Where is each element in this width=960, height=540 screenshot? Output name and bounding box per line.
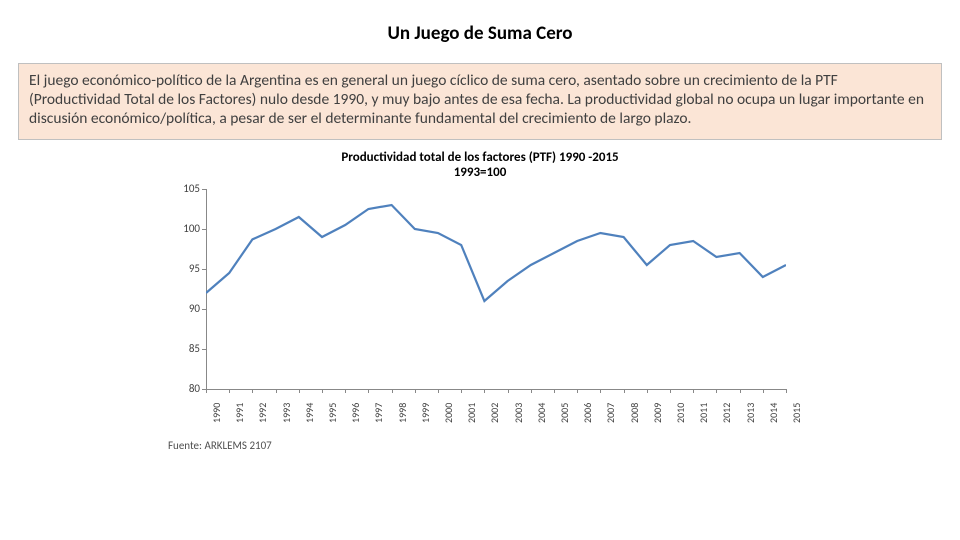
- x-tick: [438, 389, 439, 393]
- x-tick-label: 2008: [628, 403, 641, 423]
- y-tick-label: 105: [160, 182, 200, 195]
- x-tick-label: 2002: [488, 403, 501, 423]
- x-tick-label: 2015: [790, 403, 803, 423]
- x-tick: [647, 389, 648, 393]
- y-tick: [202, 269, 206, 270]
- x-tick: [577, 389, 578, 393]
- x-tick-label: 2011: [697, 403, 710, 423]
- x-tick-label: 2014: [767, 403, 780, 423]
- x-tick-label: 1998: [396, 403, 409, 423]
- chart-source: Fuente: ARKLEMS 2107: [160, 439, 800, 452]
- x-tick: [229, 389, 230, 393]
- y-tick: [202, 189, 206, 190]
- y-tick: [202, 229, 206, 230]
- x-tick-label: 1990: [210, 403, 223, 423]
- x-tick-label: 2001: [465, 403, 478, 423]
- x-tick-label: 1993: [280, 403, 293, 423]
- chart-title: Productividad total de los factores (PTF…: [160, 150, 800, 181]
- x-tick: [345, 389, 346, 393]
- x-tick: [415, 389, 416, 393]
- y-tick-label: 85: [160, 342, 200, 355]
- y-tick-label: 100: [160, 222, 200, 235]
- x-tick-label: 1999: [419, 403, 432, 423]
- x-axis: [206, 389, 786, 390]
- x-tick: [322, 389, 323, 393]
- x-tick-label: 2012: [720, 403, 733, 423]
- slide: Un Juego de Suma Cero El juego económico…: [0, 0, 960, 540]
- x-tick-label: 2013: [744, 403, 757, 423]
- explainer-paragraph: El juego económico-político de la Argent…: [18, 63, 942, 140]
- chart-title-line2: 1993=100: [454, 165, 507, 180]
- line-plot: [206, 189, 786, 389]
- y-tick-label: 90: [160, 302, 200, 315]
- x-tick-label: 1992: [256, 403, 269, 423]
- x-tick: [600, 389, 601, 393]
- x-tick-label: 2000: [442, 403, 455, 423]
- x-tick-label: 1996: [349, 403, 362, 423]
- chart-area: 80 85 90 95 100 105 1990 1991 1992 1993 1994 1995 19…: [160, 185, 800, 435]
- x-tick-label: 2010: [674, 403, 687, 423]
- y-tick-label: 95: [160, 262, 200, 275]
- x-tick-label: 2003: [512, 403, 525, 423]
- y-tick-label: 80: [160, 382, 200, 395]
- x-tick: [392, 389, 393, 393]
- x-tick: [693, 389, 694, 393]
- x-tick-label: 2007: [604, 403, 617, 423]
- chart-title-line1: Productividad total de los factores (PTF…: [341, 150, 618, 165]
- x-tick: [740, 389, 741, 393]
- x-tick-label: 1997: [372, 403, 385, 423]
- x-tick: [484, 389, 485, 393]
- x-tick-label: 2009: [651, 403, 664, 423]
- x-tick-label: 1994: [303, 403, 316, 423]
- x-tick-label: 2005: [558, 403, 571, 423]
- x-tick: [531, 389, 532, 393]
- x-tick-label: 1991: [233, 403, 246, 423]
- x-tick: [276, 389, 277, 393]
- x-tick: [299, 389, 300, 393]
- page-title: Un Juego de Suma Cero: [0, 0, 960, 45]
- x-tick: [252, 389, 253, 393]
- x-tick: [763, 389, 764, 393]
- x-tick-label: 2006: [581, 403, 594, 423]
- x-tick: [670, 389, 671, 393]
- x-tick: [716, 389, 717, 393]
- ptf-chart: Productividad total de los factores (PTF…: [160, 150, 800, 452]
- x-tick-label: 1995: [326, 403, 339, 423]
- y-tick: [202, 349, 206, 350]
- y-tick: [202, 309, 206, 310]
- x-tick: [368, 389, 369, 393]
- x-tick: [508, 389, 509, 393]
- series-line: [206, 205, 786, 301]
- x-tick: [786, 389, 787, 393]
- x-tick: [461, 389, 462, 393]
- x-tick: [554, 389, 555, 393]
- x-tick: [206, 389, 207, 393]
- x-tick-label: 2004: [535, 403, 548, 423]
- x-tick: [624, 389, 625, 393]
